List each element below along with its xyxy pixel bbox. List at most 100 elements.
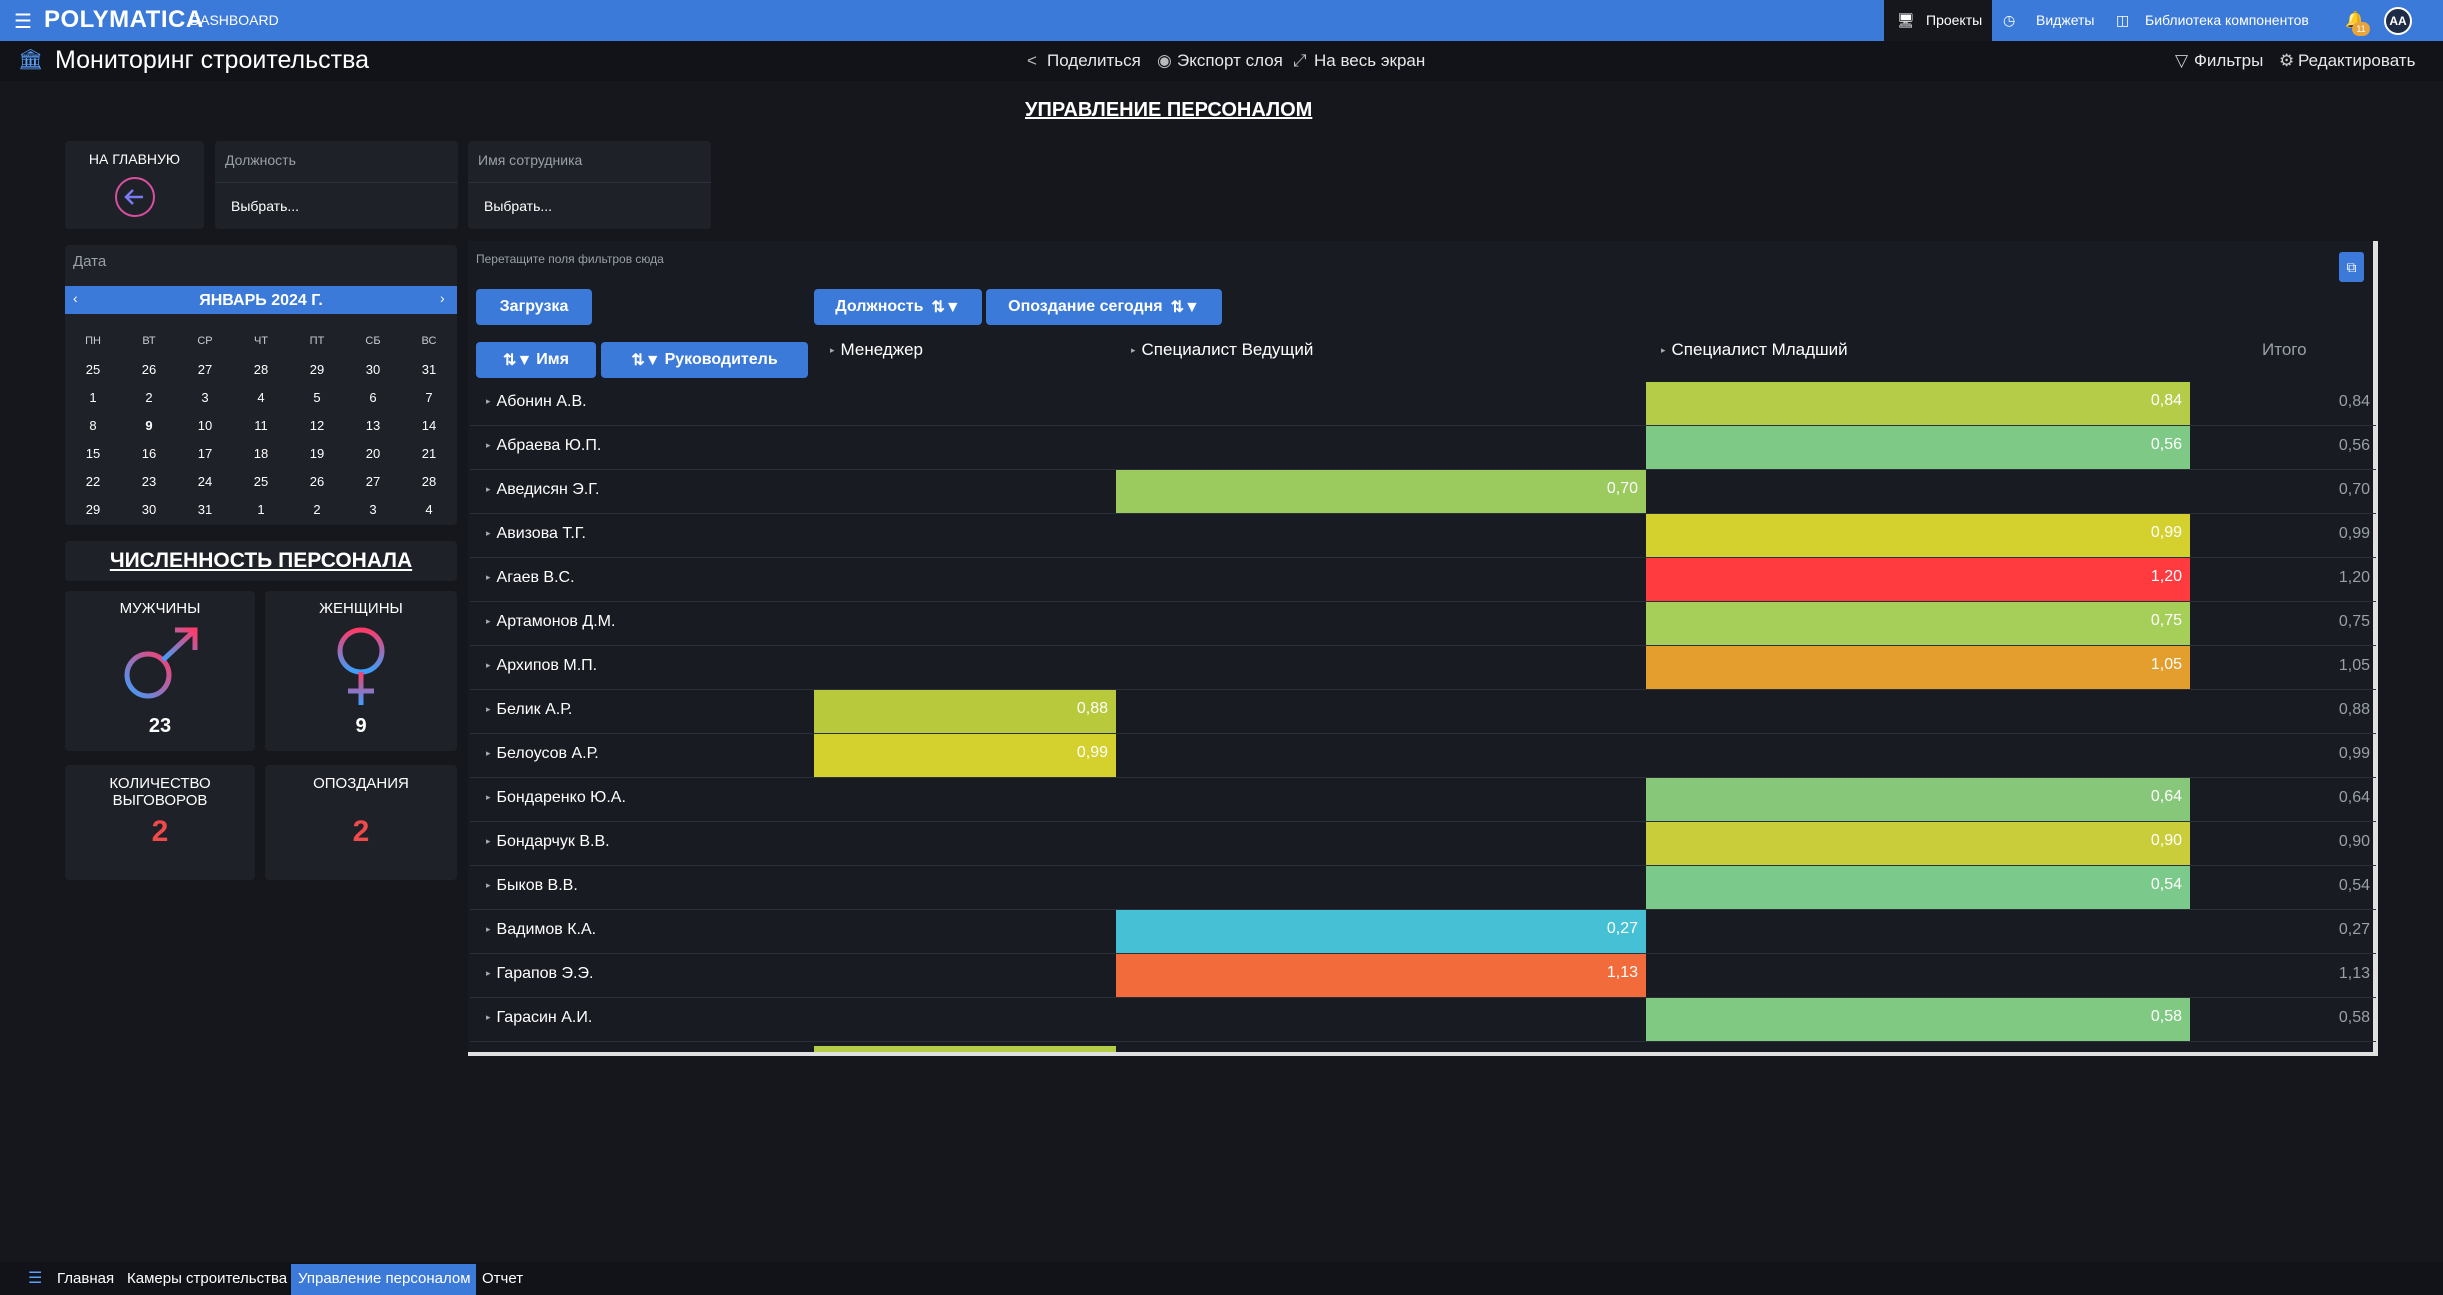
app-logo[interactable]: POLYMATICA: [44, 6, 204, 33]
chevron-right-icon[interactable]: ›: [440, 290, 445, 306]
calendar-day[interactable]: 28: [421, 473, 437, 489]
calendar-day[interactable]: 25: [253, 473, 269, 489]
value-cell[interactable]: 1,13: [1116, 954, 1646, 997]
sort-filter-icon[interactable]: ⇅▼: [631, 352, 661, 369]
calendar-day[interactable]: 10: [197, 417, 213, 433]
sort-filter-icon[interactable]: ⇅▼: [931, 299, 961, 316]
list-icon[interactable]: ☰: [28, 1270, 43, 1287]
calendar-day[interactable]: 26: [309, 473, 325, 489]
tab-home[interactable]: Главная: [57, 1270, 115, 1287]
calendar-day[interactable]: 3: [369, 501, 377, 517]
value-cell[interactable]: 0,88: [814, 690, 1116, 733]
calendar-day[interactable]: 7: [425, 389, 433, 405]
menu-icon[interactable]: ☰: [14, 11, 32, 33]
row-name[interactable]: Гарасин А.И.: [486, 1009, 593, 1027]
calendar-day[interactable]: 27: [197, 361, 213, 377]
copy-icon[interactable]: ⧉: [2339, 252, 2364, 282]
tab-cameras[interactable]: Камеры строительства: [127, 1270, 288, 1287]
value-cell[interactable]: 1,20: [1646, 558, 2190, 601]
calendar-day[interactable]: 1: [257, 501, 265, 517]
tab-widgets[interactable]: Виджеты: [2036, 12, 2095, 28]
value-cell[interactable]: 0,64: [1646, 778, 2190, 821]
value-cell[interactable]: 0,27: [1116, 910, 1646, 953]
row-name[interactable]: Абраева Ю.П.: [486, 437, 602, 455]
export-layer-button[interactable]: Экспорт слоя: [1177, 51, 1283, 70]
position-filter-select[interactable]: Выбрать...: [231, 198, 300, 214]
table-row[interactable]: Белоусов А.Р. 0,99 0,99: [470, 734, 2376, 778]
row-name[interactable]: Архипов М.П.: [486, 657, 598, 675]
table-row[interactable]: Архипов М.П. 1,05 1,05: [470, 646, 2376, 690]
table-row[interactable]: Авизова Т.Г. 0,99 0,99: [470, 514, 2376, 558]
calendar-day[interactable]: 25: [85, 361, 101, 377]
table-row[interactable]: Абонин А.В. 0,84 0,84: [470, 382, 2376, 426]
calendar-day[interactable]: 15: [85, 445, 101, 461]
column-header[interactable]: ▸ Специалист Ведущий: [1131, 340, 1314, 359]
row-name[interactable]: Белик А.Р.: [486, 701, 573, 719]
field-position-button[interactable]: Должность ⇅▼: [814, 289, 982, 325]
calendar-day[interactable]: 8: [89, 417, 97, 433]
value-cell[interactable]: 0,99: [814, 734, 1116, 777]
calendar-day[interactable]: 2: [313, 501, 321, 517]
row-name[interactable]: Гарапов Э.Э.: [486, 965, 594, 983]
calendar-day[interactable]: 14: [421, 417, 437, 433]
chevron-left-icon[interactable]: ‹: [73, 290, 78, 306]
pivot-scrollbar[interactable]: [2373, 241, 2378, 1056]
calendar-day[interactable]: 4: [425, 501, 433, 517]
row-name[interactable]: Быков В.В.: [486, 877, 578, 895]
calendar-day[interactable]: 17: [197, 445, 213, 461]
calendar-day[interactable]: 5: [313, 389, 321, 405]
value-cell[interactable]: 0,54: [1646, 866, 2190, 909]
row-name[interactable]: Аведисян Э.Г.: [486, 481, 600, 499]
table-row[interactable]: Абраева Ю.П. 0,56 0,56: [470, 426, 2376, 470]
field-load-button[interactable]: Загрузка: [476, 289, 592, 325]
value-cell[interactable]: 0,84: [1646, 382, 2190, 425]
calendar-day[interactable]: 6: [369, 389, 377, 405]
calendar-day[interactable]: 3: [201, 389, 209, 405]
fullscreen-button[interactable]: На весь экран: [1314, 51, 1426, 70]
employee-filter-select[interactable]: Выбрать...: [484, 198, 553, 214]
share-button[interactable]: Поделиться: [1047, 51, 1141, 70]
calendar-day[interactable]: 30: [365, 361, 381, 377]
calendar-day[interactable]: 11: [254, 417, 268, 433]
tab-personnel[interactable]: Управление персоналом: [298, 1270, 471, 1287]
table-row[interactable]: Бондарчук В.В. 0,90 0,90: [470, 822, 2376, 866]
calendar-day[interactable]: 18: [253, 445, 269, 461]
field-name-button[interactable]: ⇅▼ Имя: [476, 342, 596, 378]
calendar-day[interactable]: 29: [85, 501, 101, 517]
tab-component-library[interactable]: Библиотека компонентов: [2145, 12, 2309, 28]
calendar-day[interactable]: 29: [309, 361, 325, 377]
employee-filter[interactable]: [468, 141, 711, 229]
calendar-day[interactable]: 27: [365, 473, 381, 489]
value-cell[interactable]: 0,58: [1646, 998, 2190, 1041]
row-name[interactable]: Артамонов Д.М.: [486, 613, 616, 631]
table-row[interactable]: Гарасин А.И. 0,58 0,58: [470, 998, 2376, 1042]
table-row[interactable]: Гарапов Э.Э. 1,13 1,13: [470, 954, 2376, 998]
table-row[interactable]: Вадимов К.А. 0,27 0,27: [470, 910, 2376, 954]
pivot-hscrollbar[interactable]: [468, 1052, 2376, 1056]
field-manager-button[interactable]: ⇅▼ Руководитель: [601, 342, 808, 378]
filters-button[interactable]: Фильтры: [2194, 51, 2264, 70]
calendar-day[interactable]: 26: [141, 361, 157, 377]
calendar-month[interactable]: ЯНВАРЬ 2024 Г.: [199, 292, 323, 309]
avatar[interactable]: AA: [2384, 7, 2412, 35]
calendar-day[interactable]: 12: [309, 417, 325, 433]
row-name[interactable]: Белоусов А.Р.: [486, 745, 599, 763]
calendar-day[interactable]: 2: [145, 389, 153, 405]
table-row[interactable]: Белик А.Р. 0,88 0,88: [470, 690, 2376, 734]
value-cell[interactable]: 0,70: [1116, 470, 1646, 513]
position-filter[interactable]: [215, 141, 458, 229]
field-late-today-button[interactable]: Опоздание сегодня ⇅▼: [986, 289, 1222, 325]
edit-button[interactable]: Редактировать: [2298, 51, 2416, 70]
value-cell[interactable]: 0,90: [1646, 822, 2190, 865]
calendar-day[interactable]: 23: [141, 473, 157, 489]
row-name[interactable]: Бондарчук В.В.: [486, 833, 610, 851]
calendar-day[interactable]: 4: [257, 389, 265, 405]
calendar-day[interactable]: 19: [309, 445, 325, 461]
row-name[interactable]: Авизова Т.Г.: [486, 525, 586, 543]
sort-filter-icon[interactable]: ⇅▼: [1170, 299, 1200, 316]
calendar-day[interactable]: 13: [365, 417, 381, 433]
value-cell[interactable]: 0,56: [1646, 426, 2190, 469]
table-row[interactable]: Быков В.В. 0,54 0,54: [470, 866, 2376, 910]
column-header[interactable]: ▸ Специалист Младший: [1661, 340, 1848, 359]
calendar-day[interactable]: 1: [89, 389, 97, 405]
